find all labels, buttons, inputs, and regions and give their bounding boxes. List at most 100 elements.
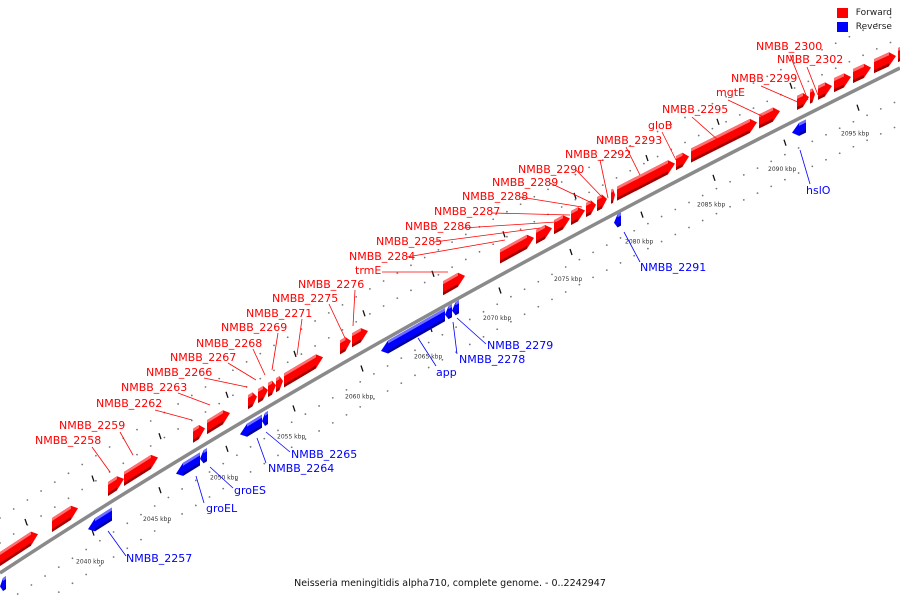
gene-highlight bbox=[797, 92, 803, 99]
minor-tick-dot bbox=[510, 320, 512, 323]
label-leader-line bbox=[452, 321, 458, 355]
label-leader-line bbox=[265, 431, 291, 453]
minor-tick-dot bbox=[619, 237, 622, 239]
minor-tick-dot bbox=[263, 437, 266, 440]
label-leader-line bbox=[417, 337, 437, 367]
forward-gene bbox=[268, 380, 276, 398]
major-tick bbox=[573, 192, 577, 200]
minor-tick-dot bbox=[410, 289, 412, 292]
minor-tick-dot bbox=[592, 276, 594, 279]
minor-tick-dot bbox=[208, 496, 211, 498]
gene-shadow bbox=[183, 462, 200, 476]
forward-gene bbox=[834, 73, 851, 93]
forward-gene-label: NMBB_2259 bbox=[59, 419, 125, 432]
minor-tick-dot bbox=[167, 496, 170, 499]
minor-tick-dot bbox=[725, 120, 727, 123]
minor-tick-dot bbox=[701, 219, 704, 222]
minor-tick-dot bbox=[674, 208, 677, 211]
gene-shadow bbox=[691, 129, 750, 163]
forward-gene bbox=[611, 188, 615, 204]
minor-tick-dot bbox=[752, 82, 755, 85]
minor-tick-dot bbox=[108, 446, 111, 448]
minor-tick-dot bbox=[85, 548, 88, 551]
minor-tick-dot bbox=[67, 497, 70, 500]
minor-tick-dot bbox=[793, 62, 796, 64]
tick-label: 2090 kbp bbox=[768, 166, 796, 173]
tick-label: 2055 kbp bbox=[277, 434, 305, 441]
legend: Forward Reverse bbox=[836, 8, 892, 36]
gene-highlight bbox=[207, 410, 223, 424]
forward-gene-label: NMBB_2276 bbox=[298, 278, 364, 291]
minor-tick-dot bbox=[331, 396, 334, 399]
minor-tick-dot bbox=[136, 453, 138, 456]
minor-tick-dot bbox=[12, 508, 15, 510]
label-leader-line bbox=[760, 85, 801, 104]
minor-tick-dot bbox=[784, 153, 786, 156]
minor-tick-dot bbox=[588, 166, 590, 169]
minor-tick-dot bbox=[492, 243, 495, 246]
label-leader-line bbox=[107, 530, 127, 557]
minor-tick-dot bbox=[286, 336, 289, 339]
forward-gene-label: NMBB_2295 bbox=[662, 103, 728, 116]
label-leader-line bbox=[799, 149, 811, 185]
gene-highlight bbox=[818, 82, 825, 89]
minor-tick-dot bbox=[592, 251, 594, 254]
forward-gene-label: NMBB_2262 bbox=[96, 397, 162, 410]
minor-tick-dot bbox=[273, 369, 275, 372]
minor-tick-dot bbox=[825, 158, 827, 161]
minor-tick-dot bbox=[26, 499, 29, 501]
label-leader-line bbox=[806, 66, 819, 96]
minor-tick-dot bbox=[547, 188, 549, 191]
gene-shadow bbox=[853, 74, 864, 84]
minor-tick-dot bbox=[290, 446, 293, 449]
major-tick bbox=[569, 248, 573, 256]
gene-shadow bbox=[0, 542, 31, 566]
forward-gene bbox=[810, 88, 815, 104]
minor-tick-dot bbox=[232, 369, 234, 372]
minor-tick-dot bbox=[81, 463, 84, 466]
minor-tick-dot bbox=[277, 429, 279, 432]
gene-highlight bbox=[258, 386, 263, 393]
minor-tick-dot bbox=[300, 353, 303, 355]
minor-tick-dot bbox=[369, 313, 371, 315]
minor-tick-dot bbox=[414, 374, 416, 377]
minor-tick-dot bbox=[0, 542, 1, 544]
gene-shadow bbox=[799, 129, 806, 136]
label-leader-line bbox=[177, 392, 211, 406]
minor-tick-dot bbox=[633, 254, 636, 257]
major-tick bbox=[225, 391, 229, 399]
minor-tick-dot bbox=[373, 373, 375, 375]
minor-tick-dot bbox=[382, 305, 385, 307]
minor-tick-dot bbox=[194, 479, 197, 482]
minor-tick-dot bbox=[71, 582, 74, 585]
gene-highlight bbox=[617, 212, 621, 218]
minor-tick-dot bbox=[464, 233, 467, 236]
minor-tick-dot bbox=[345, 388, 348, 391]
minor-tick-dot bbox=[633, 229, 636, 232]
gene-shadow bbox=[455, 310, 459, 316]
minor-tick-dot bbox=[181, 513, 184, 515]
minor-tick-dot bbox=[414, 349, 416, 352]
minor-tick-dot bbox=[396, 272, 399, 275]
minor-tick-dot bbox=[821, 48, 823, 51]
minor-tick-dot bbox=[533, 220, 536, 223]
label-leader-line bbox=[296, 318, 303, 356]
minor-tick-dot bbox=[647, 222, 649, 225]
minor-tick-dot bbox=[807, 80, 810, 83]
minor-tick-dot bbox=[697, 134, 700, 137]
minor-tick-dot bbox=[355, 295, 358, 298]
forward-gene-label: mgtE bbox=[716, 86, 745, 99]
forward-swatch bbox=[836, 8, 848, 18]
gene-shadow bbox=[52, 516, 71, 532]
label-leader-line bbox=[119, 431, 134, 456]
minor-tick-dot bbox=[601, 184, 604, 187]
gene-highlight bbox=[247, 414, 262, 427]
minor-tick-dot bbox=[643, 137, 645, 140]
minor-tick-dot bbox=[482, 335, 485, 338]
label-leader-line bbox=[519, 196, 583, 208]
major-tick bbox=[362, 310, 366, 317]
minor-tick-dot bbox=[190, 394, 193, 397]
minor-tick-dot bbox=[701, 194, 704, 197]
label-leader-line bbox=[456, 317, 487, 345]
minor-tick-dot bbox=[386, 365, 389, 367]
